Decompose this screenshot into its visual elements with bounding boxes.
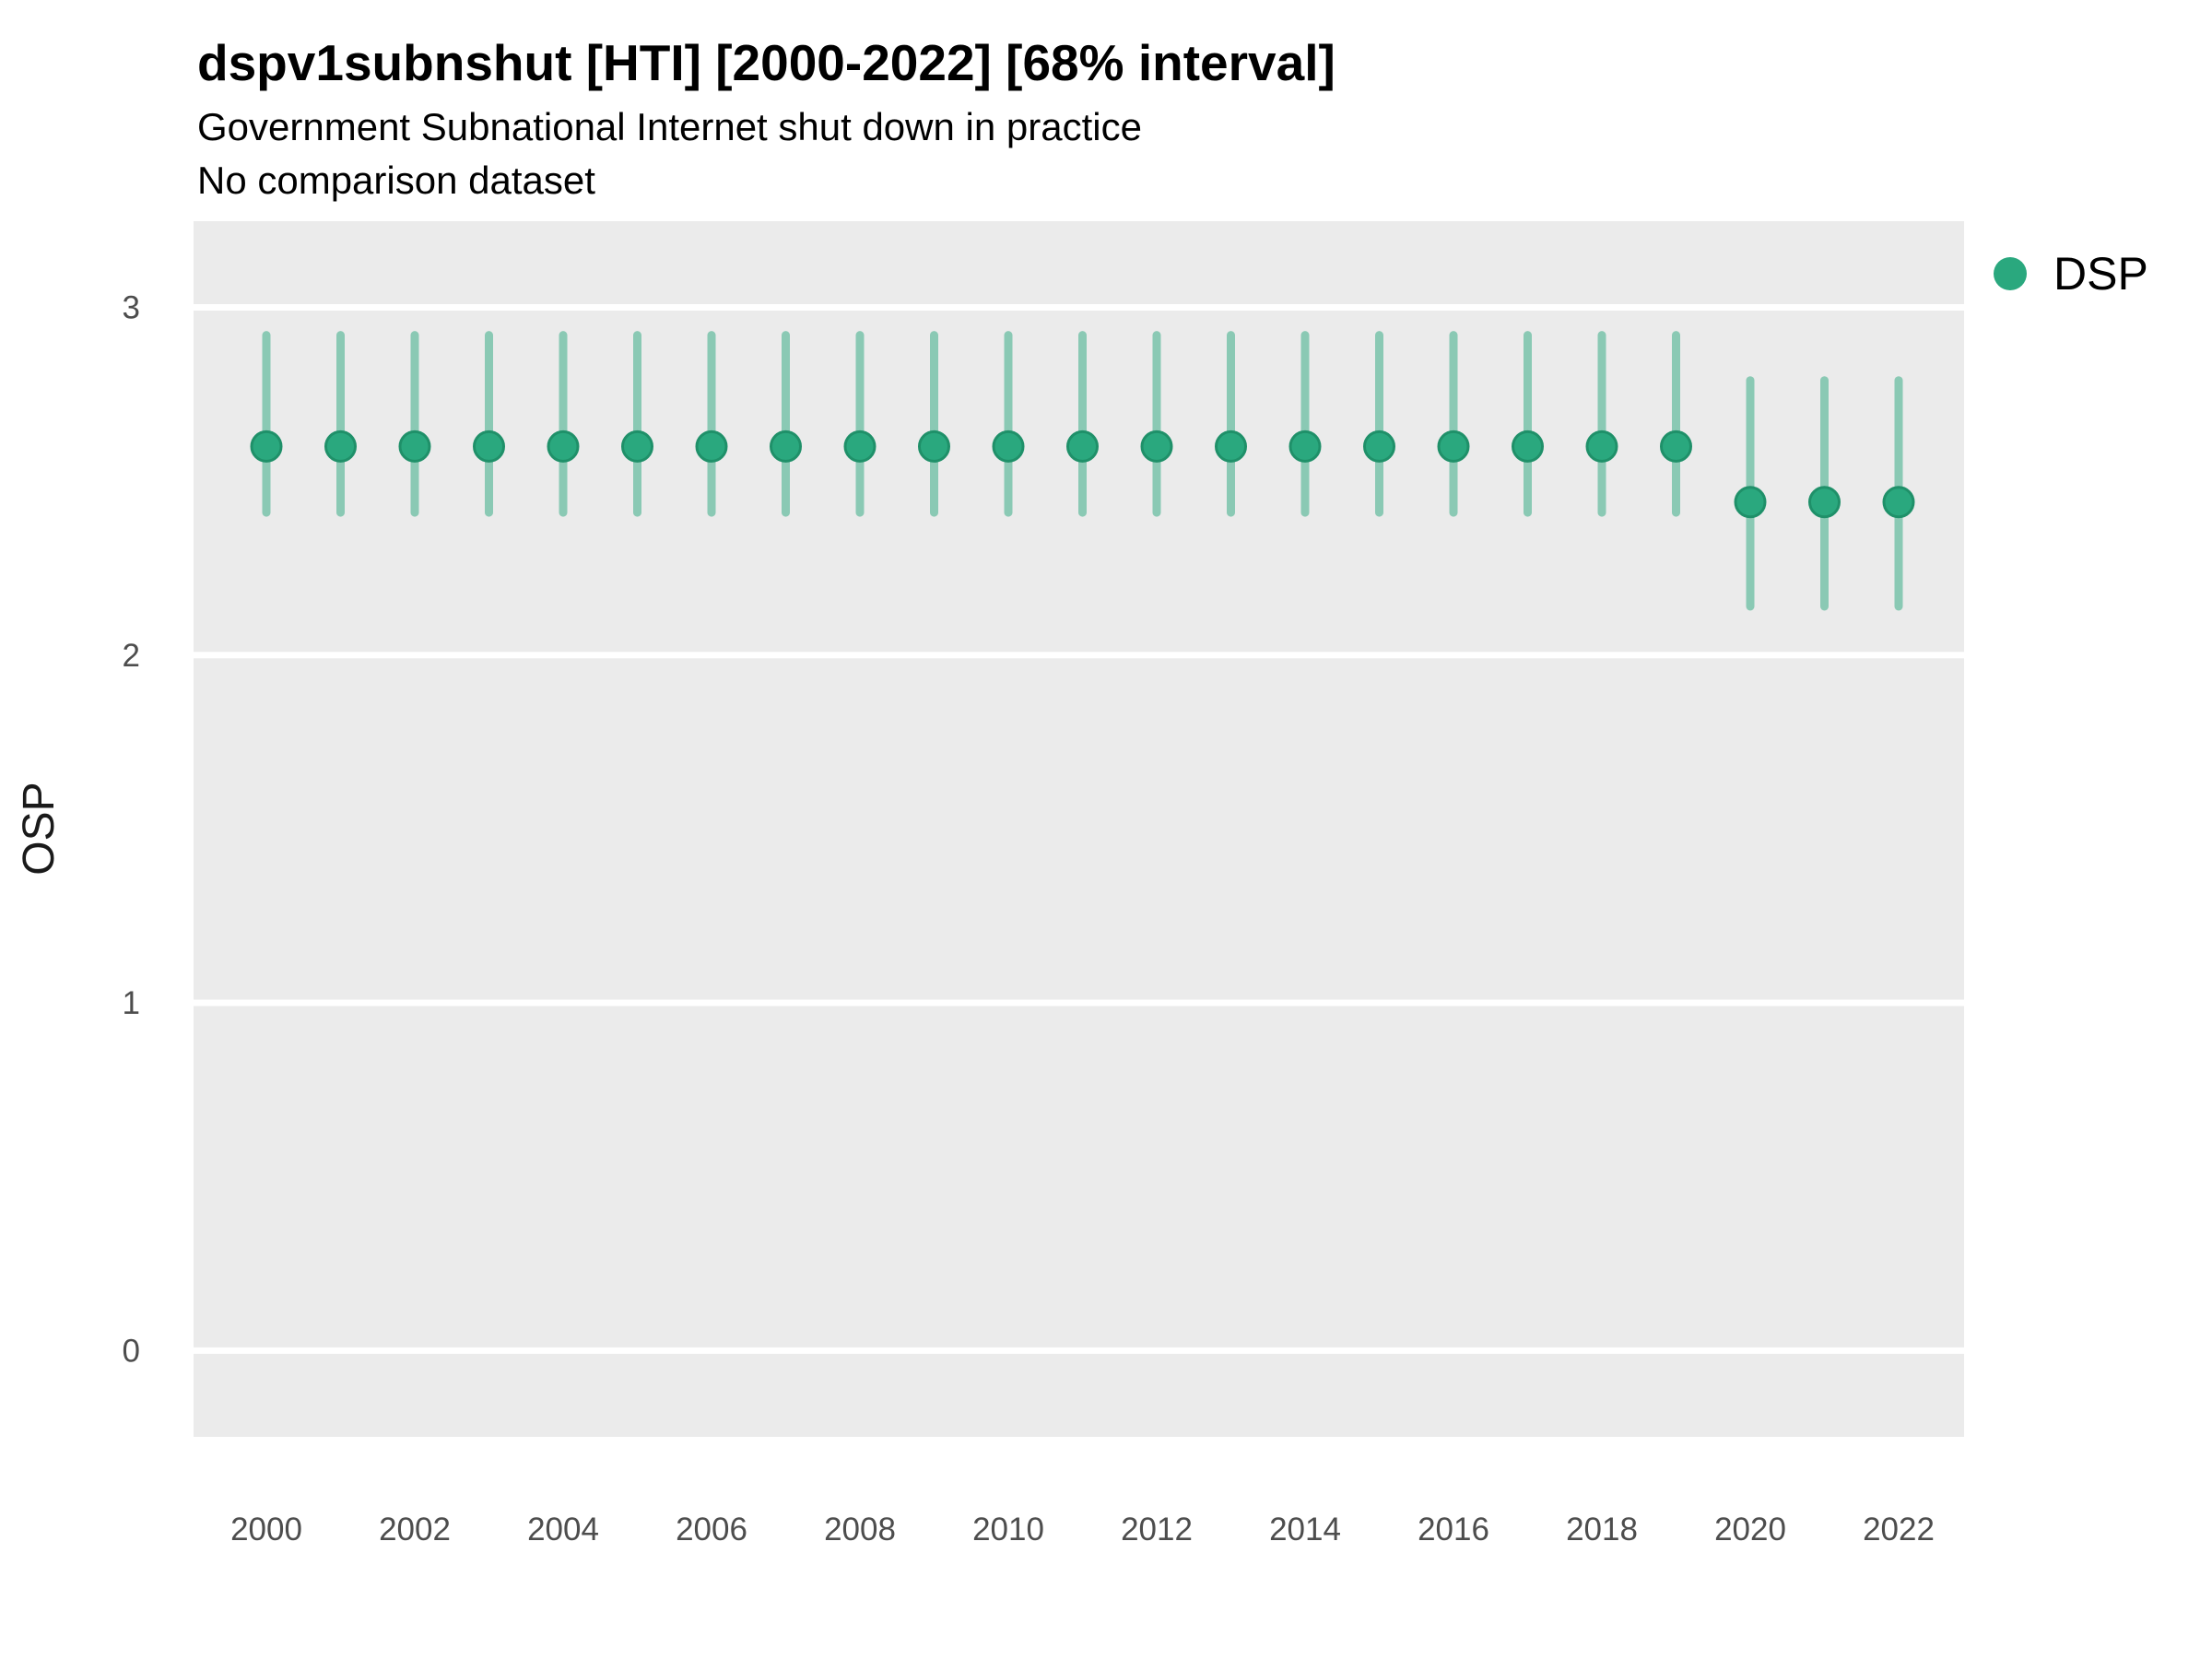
- y-tick-label-0: 0: [123, 1333, 140, 1369]
- x-tick-label-2006: 2006: [676, 1512, 747, 1547]
- point-DSP-2013: [1215, 429, 1247, 463]
- point-DSP-2012: [1140, 429, 1173, 463]
- chart-subtitle: Government Subnational Internet shut dow…: [197, 105, 1142, 148]
- point-DSP-2019: [1660, 429, 1692, 463]
- point-DSP-2005: [621, 429, 653, 463]
- chart-title: dspv1subnshut [HTI] [2000-2022] [68% int…: [197, 34, 1335, 91]
- point-DSP-2020: [1734, 486, 1767, 519]
- x-tick-label-2012: 2012: [1121, 1512, 1193, 1547]
- point-DSP-2004: [547, 429, 580, 463]
- point-DSP-2009: [918, 429, 950, 463]
- point-DSP-2010: [992, 429, 1025, 463]
- y-axis-title: OSP: [15, 782, 64, 875]
- point-DSP-2016: [1437, 429, 1470, 463]
- x-tick-label-2004: 2004: [527, 1512, 599, 1547]
- x-tick-label-2014: 2014: [1269, 1512, 1341, 1547]
- point-DSP-2003: [473, 429, 505, 463]
- x-tick-label-2018: 2018: [1566, 1512, 1638, 1547]
- x-tick-label-2002: 2002: [379, 1512, 451, 1547]
- point-DSP-2007: [770, 429, 802, 463]
- legend-dot-icon: [1994, 257, 2027, 290]
- y-tick-label-1: 1: [123, 985, 140, 1021]
- point-DSP-2015: [1363, 429, 1395, 463]
- y-tick-label-2: 2: [123, 638, 140, 674]
- x-tick-label-2022: 2022: [1863, 1512, 1935, 1547]
- point-DSP-2002: [398, 429, 431, 463]
- point-DSP-2021: [1808, 486, 1841, 519]
- gridline-y-3: [194, 304, 1964, 311]
- point-DSP-2006: [695, 429, 728, 463]
- point-DSP-2022: [1882, 486, 1915, 519]
- point-DSP-2000: [250, 429, 283, 463]
- x-tick-label-2000: 2000: [230, 1512, 302, 1547]
- x-tick-label-2016: 2016: [1418, 1512, 1489, 1547]
- legend-label: DSP: [2053, 248, 2148, 300]
- point-DSP-2017: [1512, 429, 1544, 463]
- gridline-y-1: [194, 999, 1964, 1006]
- point-DSP-2001: [324, 429, 357, 463]
- x-tick-label-2020: 2020: [1714, 1512, 1786, 1547]
- gridline-y-0: [194, 1347, 1964, 1354]
- x-tick-label-2010: 2010: [972, 1512, 1044, 1547]
- point-DSP-2011: [1066, 429, 1099, 463]
- chart-comparison-note: No comparison dataset: [197, 159, 595, 202]
- point-DSP-2018: [1585, 429, 1618, 463]
- point-DSP-2014: [1288, 429, 1322, 463]
- y-tick-label-3: 3: [123, 290, 140, 326]
- x-tick-label-2008: 2008: [824, 1512, 896, 1547]
- gridline-y-2: [194, 652, 1964, 659]
- legend: DSP: [1994, 251, 2148, 297]
- point-DSP-2008: [843, 429, 877, 463]
